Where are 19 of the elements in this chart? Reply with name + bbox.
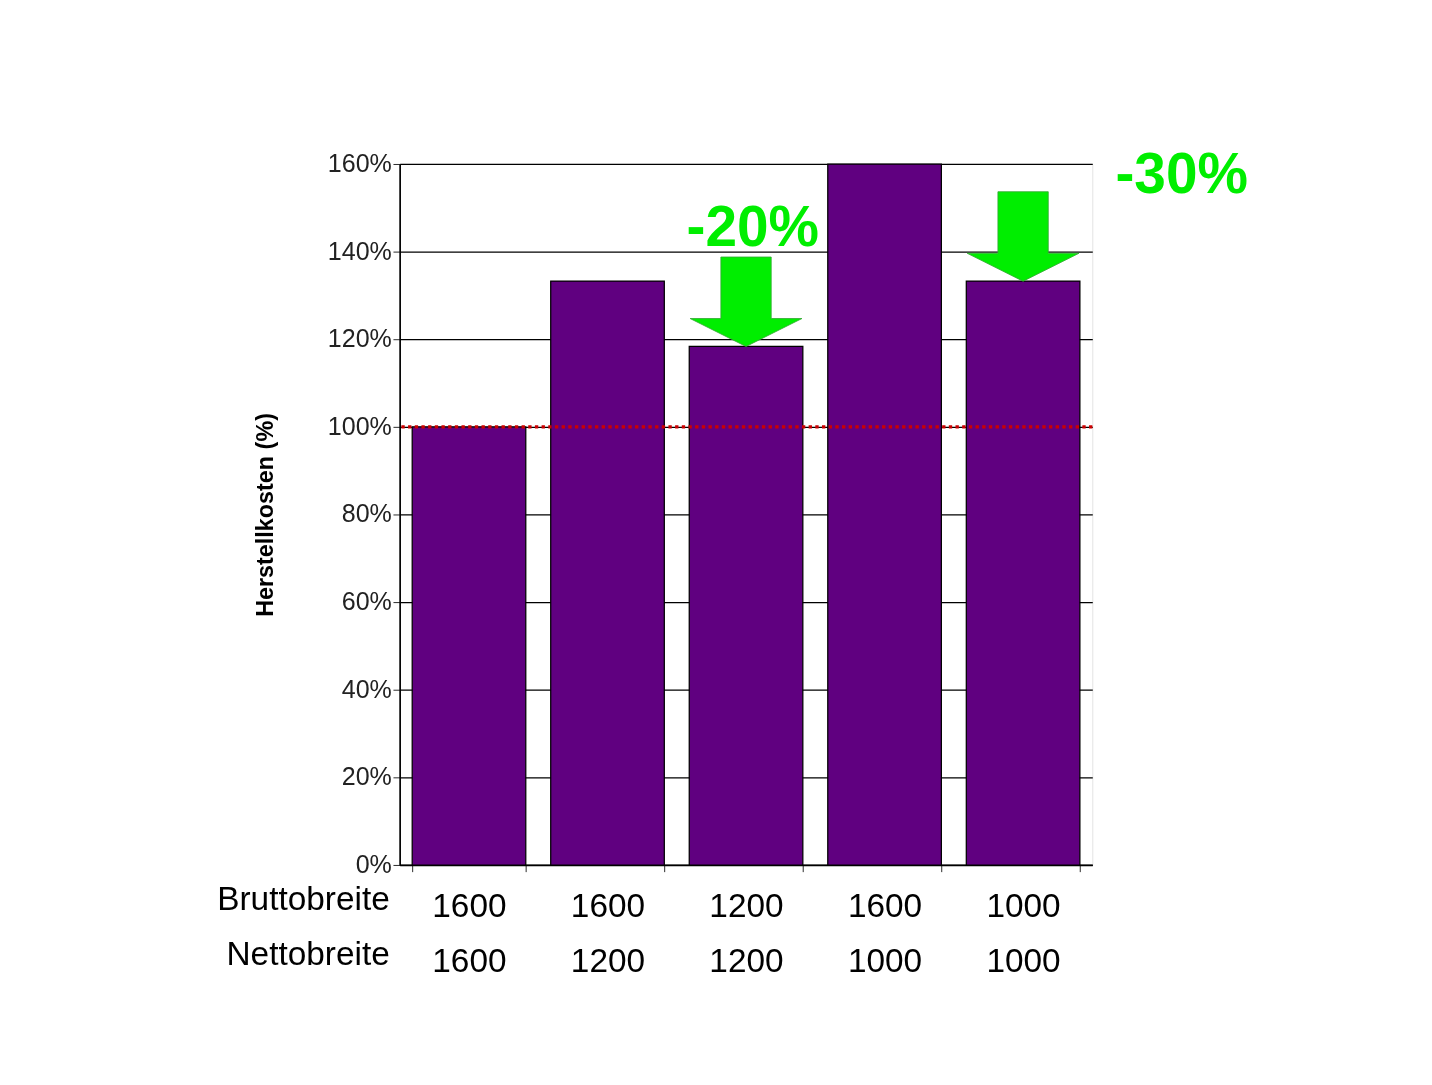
y-tick-label: 140% xyxy=(327,236,392,265)
y-tick-label: 60% xyxy=(341,587,392,616)
y-tick-label: 40% xyxy=(341,674,392,703)
y-tick-label: 0% xyxy=(355,849,392,878)
annotation: -20% xyxy=(686,195,819,259)
x-tick-label: 1200 1200 xyxy=(709,887,784,980)
x-tick-label: 1600 1000 xyxy=(847,887,923,980)
y-tick-label: 100% xyxy=(327,411,392,440)
text: Nettobreite xyxy=(226,935,390,973)
annotation: -30% xyxy=(1115,142,1248,206)
text: Bruttobreite xyxy=(217,880,390,918)
y-tick-label: 80% xyxy=(341,499,392,528)
x-tick-label: 1600 1200 xyxy=(570,887,646,980)
y-tick-label: 160% xyxy=(327,148,392,177)
x-tick-label: 1600 1600 xyxy=(432,887,507,980)
y-tick-label: 20% xyxy=(341,762,392,791)
x-tick-label: 1000 1000 xyxy=(986,887,1061,980)
y-tick-label: 120% xyxy=(327,324,392,353)
y-axis-title: Herstellkosten (%) xyxy=(251,413,278,617)
